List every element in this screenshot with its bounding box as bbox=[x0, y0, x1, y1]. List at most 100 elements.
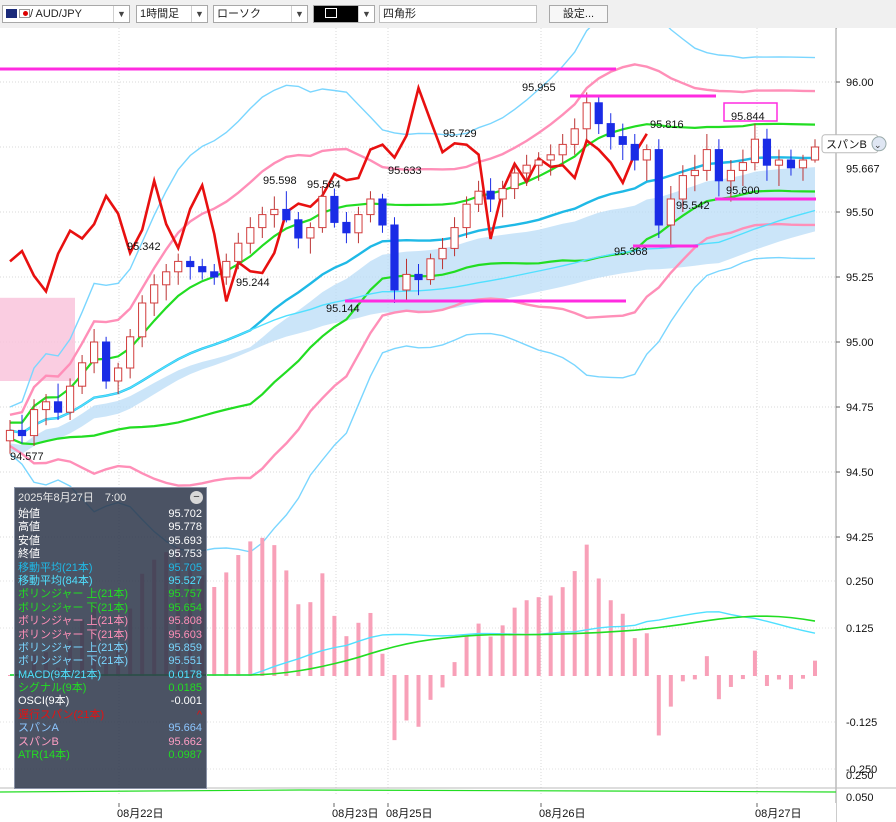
candle-body bbox=[354, 214, 363, 234]
candle-body bbox=[258, 214, 267, 229]
macd-histogram-bar bbox=[704, 656, 709, 676]
data-window-label: 高値 bbox=[18, 521, 40, 534]
cloud-band-bearish bbox=[0, 297, 75, 381]
candle-body bbox=[102, 341, 111, 382]
timeframe-select[interactable]: 1時間足 ▼ bbox=[136, 5, 208, 23]
atr-axis-label: 0.250 bbox=[846, 770, 874, 782]
data-window-label: ATR(14本) bbox=[18, 749, 70, 762]
macd-histogram-bar bbox=[740, 675, 745, 680]
macd-histogram-bar bbox=[248, 541, 253, 676]
chevron-down-icon[interactable]: ▼ bbox=[358, 6, 374, 22]
macd-histogram-bar bbox=[608, 600, 613, 676]
candle-body bbox=[174, 260, 183, 273]
macd-histogram-bar bbox=[392, 675, 397, 741]
data-window-row: シグナル(9本) 0.0185 bbox=[15, 682, 206, 695]
data-window-value: 0.0185 bbox=[168, 682, 202, 695]
data-window-row: ボリンジャー 下(21本) 95.603 bbox=[15, 629, 206, 642]
data-window-label: ボリンジャー 上(21本) bbox=[18, 615, 129, 628]
candle-body bbox=[678, 175, 687, 200]
data-window-label: スパンB bbox=[18, 735, 59, 748]
chevron-down-icon[interactable]: ▼ bbox=[113, 6, 129, 22]
data-window-value: 95.603 bbox=[168, 628, 202, 641]
shape-name-field[interactable]: 四角形 bbox=[379, 5, 537, 23]
candle-body bbox=[462, 203, 471, 229]
price-annotation: 95.144 bbox=[326, 303, 360, 315]
macd-histogram-bar bbox=[332, 615, 337, 676]
data-window-label: 始値 bbox=[18, 508, 40, 520]
toolbar: / AUD/JPY ▼ 1時間足 ▼ ローソク ▼ ▼ 四角形 設定... bbox=[0, 0, 896, 29]
price-annotation: 95.633 bbox=[388, 165, 422, 177]
data-window-label: ボリンジャー 上(21本) bbox=[18, 641, 129, 654]
macd-axis-label: -0.250 bbox=[846, 764, 877, 776]
axis-tick-label: 95.00 bbox=[846, 337, 874, 349]
symbol-select[interactable]: / AUD/JPY ▼ bbox=[2, 5, 130, 23]
candle-body bbox=[726, 169, 735, 182]
macd-histogram-bar bbox=[296, 604, 301, 676]
candle-body bbox=[786, 159, 796, 169]
data-window-label: ボリンジャー 下(21本) bbox=[18, 601, 129, 614]
candle-body bbox=[126, 336, 135, 369]
data-window-label: ボリンジャー 下(21本) bbox=[18, 628, 129, 641]
data-window-value: 95.702 bbox=[168, 508, 202, 520]
macd-histogram-bar bbox=[644, 633, 649, 676]
candle-body bbox=[762, 138, 772, 166]
macd-histogram-bar bbox=[680, 675, 685, 682]
price-annotation: 95.816 bbox=[650, 119, 684, 131]
macd-histogram-bar bbox=[212, 587, 217, 676]
macd-histogram-bar bbox=[776, 675, 781, 680]
data-window-row: スパンA 95.664 bbox=[15, 722, 206, 735]
candle-body bbox=[282, 208, 291, 221]
data-window-row: 移動平均(84本) 95.527 bbox=[15, 575, 206, 588]
data-window-row: ボリンジャー 上(21本) 95.859 bbox=[15, 642, 206, 655]
data-window-label: ボリンジャー 下(21本) bbox=[18, 655, 129, 668]
price-annotation: 95.342 bbox=[127, 241, 161, 253]
atr-line bbox=[0, 789, 837, 793]
drawing-tool-select[interactable]: ▼ bbox=[313, 5, 375, 23]
candle-body bbox=[594, 102, 603, 125]
chevron-down-icon[interactable]: ▼ bbox=[291, 6, 307, 22]
candle-body bbox=[810, 146, 820, 161]
drawn-lines[interactable] bbox=[0, 67, 816, 303]
data-window-value: 95.527 bbox=[168, 574, 202, 587]
macd-histogram-bar bbox=[272, 545, 277, 676]
macd-histogram-bar bbox=[692, 675, 697, 680]
macd-histogram-bar bbox=[320, 573, 325, 676]
macd-histogram-bar bbox=[524, 600, 529, 676]
data-window-row: 高値 95.778 bbox=[15, 521, 206, 534]
data-window-label: 移動平均(21本) bbox=[18, 561, 93, 574]
chart-type-select[interactable]: ローソク ▼ bbox=[213, 5, 308, 23]
data-window-label: 終値 bbox=[18, 548, 40, 561]
data-window-row: 遅行スパン(21本) ^ bbox=[15, 709, 206, 722]
candle-body bbox=[402, 273, 411, 291]
candle-body bbox=[390, 224, 399, 291]
data-window-label: 移動平均(84本) bbox=[18, 574, 93, 587]
bollinger-lower-line bbox=[9, 222, 815, 487]
macd-histogram-bar bbox=[476, 623, 481, 676]
candle-body bbox=[41, 401, 51, 411]
data-window-value: 95.778 bbox=[168, 521, 202, 534]
bollinger-lower-line bbox=[9, 189, 816, 446]
candle-body bbox=[474, 190, 483, 205]
rectangle-drawing bbox=[723, 102, 778, 122]
macd-histogram-bar bbox=[800, 675, 805, 679]
minus-icon[interactable]: − bbox=[190, 491, 203, 504]
macd-histogram-bar bbox=[632, 638, 637, 676]
candle-body bbox=[630, 143, 639, 161]
chevron-down-icon: ⌄ bbox=[874, 140, 882, 150]
candle-body bbox=[486, 190, 495, 200]
jpy-flag-icon bbox=[19, 9, 30, 18]
candle-body bbox=[450, 227, 459, 249]
chevron-down-icon[interactable]: ▼ bbox=[191, 6, 207, 22]
candle-body bbox=[606, 123, 615, 138]
data-window-value: 0.0987 bbox=[168, 749, 202, 762]
candle-body bbox=[738, 162, 748, 171]
data-window-row: ボリンジャー 下(21本) 95.551 bbox=[15, 655, 206, 668]
rectangle-tool-icon bbox=[325, 8, 337, 18]
candle-body bbox=[90, 341, 99, 364]
data-window-row: ボリンジャー 下(21本) 95.654 bbox=[15, 602, 206, 615]
candle-body bbox=[546, 154, 555, 161]
data-window-row: 安値 95.693 bbox=[15, 535, 206, 548]
settings-button[interactable]: 設定... bbox=[549, 5, 608, 23]
data-window-row: MACD(9本/21本) 0.0178 bbox=[15, 669, 206, 682]
data-window-label: ボリンジャー 上(21本) bbox=[18, 588, 129, 601]
